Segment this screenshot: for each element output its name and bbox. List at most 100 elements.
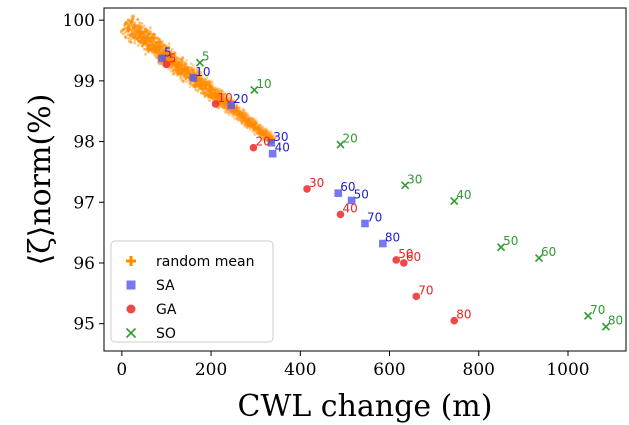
random-sample-dot xyxy=(263,138,267,142)
random-sample-dot xyxy=(132,14,136,18)
random-sample-dot xyxy=(217,98,221,102)
random-sample-dot xyxy=(199,75,203,79)
random-sample-dot xyxy=(177,70,181,74)
random-sample-dot xyxy=(175,68,179,72)
random-sample-dot xyxy=(243,121,247,125)
random-sample-dot xyxy=(158,41,162,45)
random-sample-dot xyxy=(250,121,253,125)
random-sample-dot xyxy=(235,113,239,116)
random-sample-dot xyxy=(201,80,205,83)
random-sample-dot xyxy=(202,79,206,83)
random-sample-dot xyxy=(146,46,150,49)
random-sample-dot xyxy=(163,50,167,54)
random-sample-dot xyxy=(134,36,138,40)
random-sample-dot xyxy=(178,64,182,68)
random-sample-dot xyxy=(227,99,231,102)
random-sample-dot xyxy=(195,85,198,88)
random-sample-dot xyxy=(256,127,260,131)
y-tick-label: 95 xyxy=(73,315,95,335)
y-axis-title: ⟨ζ⟩norm(%) xyxy=(23,94,58,266)
random-sample-dot xyxy=(147,45,151,48)
random-sample-dot xyxy=(163,51,167,55)
random-sample-dot xyxy=(226,96,230,100)
random-sample-dot xyxy=(224,96,227,99)
random-sample-dot xyxy=(213,91,217,95)
random-sample-dot xyxy=(163,49,167,53)
random-sample-dot xyxy=(254,126,258,130)
random-sample-dot xyxy=(201,81,204,85)
random-sample-dot xyxy=(164,46,168,49)
random-sample-dot xyxy=(155,45,159,49)
random-sample-dot xyxy=(188,70,192,73)
random-sample-dot xyxy=(205,82,209,86)
random-sample-dot xyxy=(268,134,272,138)
random-sample-dot xyxy=(136,30,139,34)
ga-point-label: 40 xyxy=(342,201,357,215)
random-sample-dot xyxy=(264,129,268,133)
random-sample-dot xyxy=(198,86,202,90)
random-sample-dot xyxy=(153,45,157,48)
random-sample-dot xyxy=(214,88,218,92)
random-sample-dot xyxy=(167,50,171,54)
random-sample-dot xyxy=(152,48,156,52)
random-sample-dot xyxy=(264,130,268,134)
random-sample-dot xyxy=(216,91,220,95)
random-sample-dot xyxy=(248,121,252,125)
random-sample-dot xyxy=(169,58,172,62)
random-sample-dot xyxy=(242,115,246,119)
random-sample-dot xyxy=(214,92,218,96)
random-sample-dot xyxy=(244,120,248,124)
random-sample-dot xyxy=(258,126,262,130)
random-sample-dot xyxy=(217,93,220,97)
random-sample-dot xyxy=(209,88,213,91)
random-sample-dot xyxy=(165,52,168,55)
random-sample-dot xyxy=(193,85,197,89)
random-sample-dot xyxy=(159,45,163,48)
random-sample-dot xyxy=(262,134,266,138)
random-sample-dot xyxy=(211,91,214,95)
random-sample-dot xyxy=(180,64,184,67)
random-sample-dot xyxy=(199,86,203,90)
random-sample-dot xyxy=(218,95,222,99)
random-sample-dot xyxy=(243,116,247,120)
random-sample-dot xyxy=(203,86,207,90)
random-sample-dot xyxy=(186,71,189,75)
sa-point-label: 40 xyxy=(275,141,290,155)
random-sample-dot xyxy=(261,133,264,137)
random-sample-dot xyxy=(195,68,199,72)
random-sample-dot xyxy=(240,115,244,119)
legend-marker xyxy=(126,256,136,266)
random-sample-dot xyxy=(244,117,247,121)
random-sample-dot xyxy=(243,118,246,122)
random-sample-dot xyxy=(261,138,264,141)
ga-point-label: 5 xyxy=(168,51,176,65)
random-sample-dot xyxy=(245,123,249,127)
random-sample-dot xyxy=(218,92,222,96)
random-sample-dot xyxy=(182,69,186,73)
random-sample-dot xyxy=(194,81,198,84)
random-sample-dot xyxy=(216,91,220,95)
random-sample-dot xyxy=(171,59,174,63)
random-sample-dot xyxy=(154,37,157,41)
random-sample-dot xyxy=(181,63,185,67)
random-sample-dot xyxy=(264,130,268,134)
random-sample-dot xyxy=(234,107,238,111)
random-sample-dot xyxy=(256,125,259,129)
random-sample-dot xyxy=(208,84,212,87)
random-sample-dot xyxy=(233,110,236,114)
random-sample-dot xyxy=(150,39,154,43)
random-sample-dot xyxy=(128,24,132,28)
random-sample-dot xyxy=(250,121,254,125)
x-tick-label: 200 xyxy=(195,360,227,380)
random-sample-dot xyxy=(218,104,222,108)
random-sample-dot xyxy=(210,80,214,83)
random-sample-dot xyxy=(223,92,227,96)
random-sample-dot xyxy=(253,122,256,126)
random-sample-dot xyxy=(178,61,182,65)
random-sample-dot xyxy=(149,26,152,29)
random-sample-dot xyxy=(178,62,182,66)
random-sample-dot xyxy=(211,93,214,97)
random-sample-dot xyxy=(150,48,154,51)
random-sample-dot xyxy=(138,26,142,30)
random-sample-dot xyxy=(151,43,155,47)
